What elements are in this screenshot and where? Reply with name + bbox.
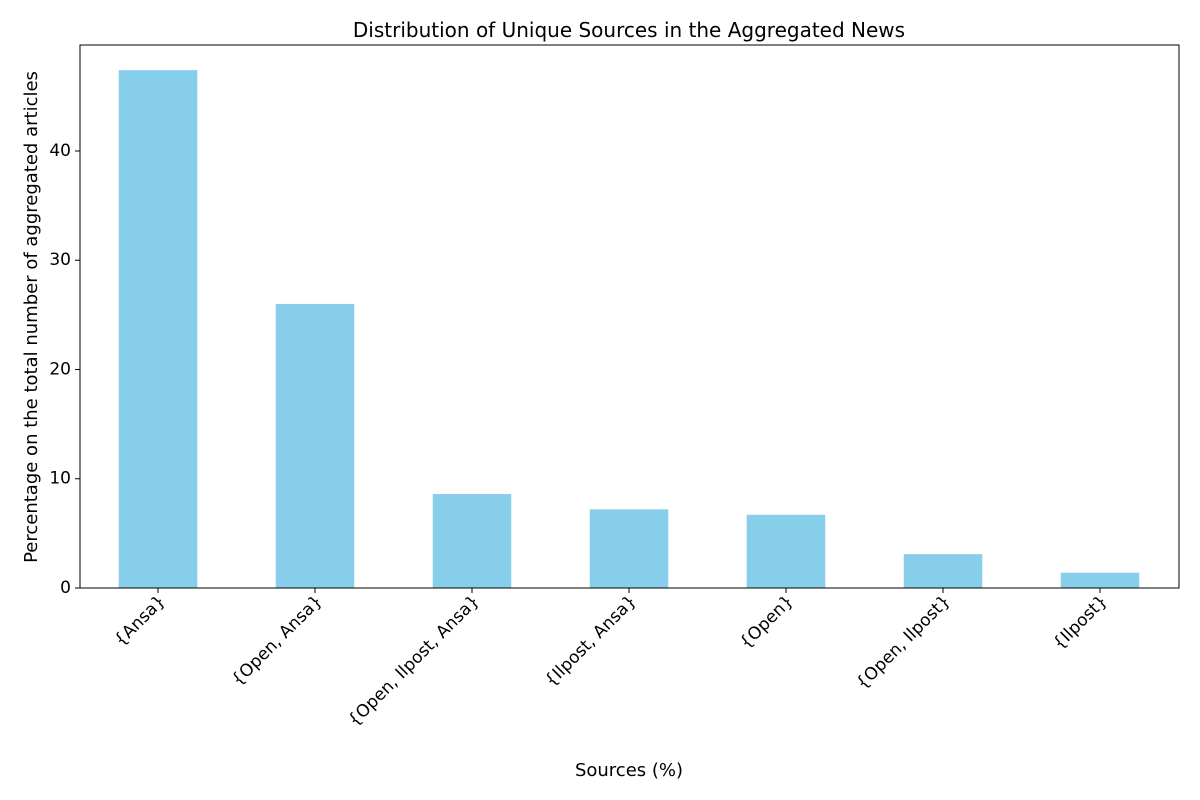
x-tick-label: {Ilpost, Ansa}	[541, 591, 640, 690]
bar	[1060, 572, 1140, 588]
y-tick-label: 0	[60, 578, 71, 598]
y-tick-label: 40	[49, 141, 71, 161]
bar	[746, 514, 826, 588]
bar	[275, 303, 355, 588]
bar	[903, 554, 983, 588]
x-tick-label: {Ansa}	[111, 591, 170, 650]
bar	[432, 494, 512, 588]
x-tick-label: {Open}	[736, 591, 798, 653]
bars-group	[118, 70, 1140, 588]
bar	[589, 509, 669, 588]
y-tick-label: 20	[49, 359, 71, 379]
chart-title: Distribution of Unique Sources in the Ag…	[353, 18, 905, 42]
y-tick-label: 30	[49, 250, 71, 270]
y-axis-label: Percentage on the total number of aggreg…	[21, 71, 42, 563]
plot-frame	[79, 44, 1180, 589]
y-axis: 0 10 20 30 40	[49, 141, 80, 598]
x-tick-label: {Ilpost}	[1049, 591, 1111, 653]
x-tick-label: {Open, Ilpost}	[853, 591, 955, 693]
x-tick-label: {Open, Ilpost, Ansa}	[344, 591, 483, 730]
bar	[118, 70, 198, 588]
x-axis-label: Sources (%)	[575, 760, 683, 781]
y-tick-label: 10	[49, 469, 71, 489]
x-axis: {Ansa} {Open, Ansa} {Open, Ilpost, Ansa} {I…	[111, 588, 1112, 731]
x-tick-label: {Open, Ansa}	[228, 591, 327, 690]
